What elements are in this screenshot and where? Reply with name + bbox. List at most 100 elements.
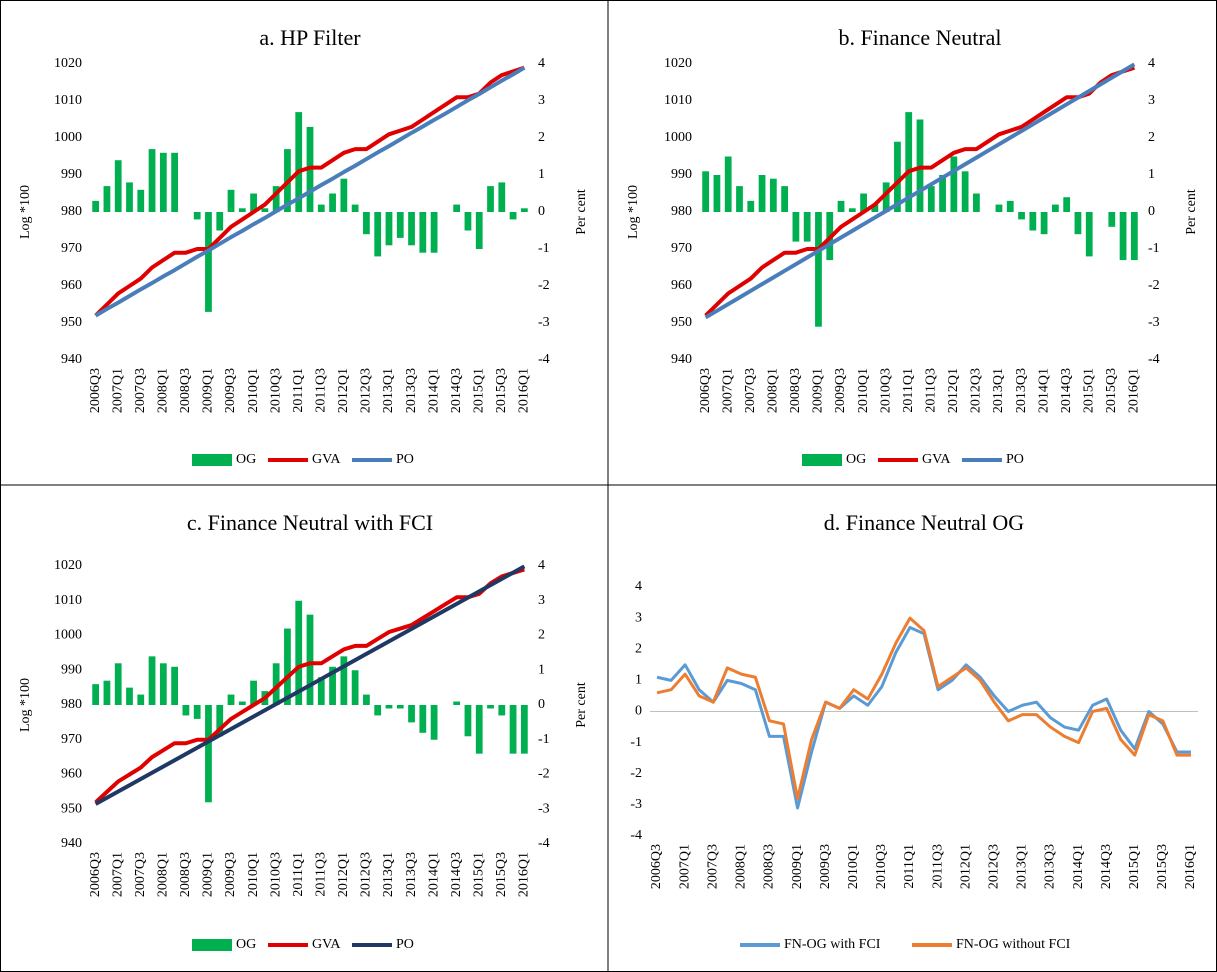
bar (453, 204, 461, 212)
x-tick-label: 2016Q1 (517, 368, 532, 413)
x-tick-label: 2013Q1 (991, 368, 1006, 413)
x-tick-label: 2011Q3 (930, 844, 945, 889)
bar (1085, 212, 1093, 257)
x-tick-label: 2011Q1 (291, 852, 306, 897)
bar (781, 186, 788, 212)
bar (295, 112, 303, 212)
x-tick-label: 2012Q1 (946, 368, 961, 413)
bar (848, 208, 856, 212)
bar (250, 193, 257, 212)
y-tick-label: 1020 (664, 56, 692, 71)
y-tick-label: 0 (635, 704, 642, 719)
bar (261, 208, 269, 212)
x-tick-label: 2015Q3 (1104, 368, 1119, 413)
bar (126, 182, 133, 212)
x-tick-label: 2014Q3 (449, 368, 464, 413)
x-tick-label: 2011Q3 (924, 368, 939, 413)
bar (815, 212, 822, 327)
bar (216, 705, 224, 737)
y2-tick-label: 0 (538, 204, 545, 219)
bar (374, 705, 382, 716)
x-tick-label: 2009Q3 (818, 844, 833, 889)
y-tick-label: -2 (630, 766, 642, 781)
panel: c. Finance Neutral with FCI 940 950 960 970 9… (18, 510, 589, 952)
x-tick-label: 2010Q1 (246, 852, 261, 897)
x-tick-label: 2015Q1 (1081, 368, 1096, 413)
y-axis-label: Log *100 (18, 185, 33, 239)
y-tick-label: 4 (635, 579, 642, 594)
bar (238, 701, 246, 705)
y-tick-label: 980 (671, 204, 692, 219)
line (94, 567, 525, 804)
y-tick-label: 940 (671, 352, 692, 367)
x-tick-label: 2011Q3 (314, 852, 329, 897)
y-tick-label: 1010 (54, 93, 82, 108)
y-tick-label: 970 (61, 241, 82, 256)
bar (159, 152, 167, 212)
y2-tick-label: 0 (1148, 204, 1155, 219)
bar (103, 186, 111, 212)
legend-label: FN-OG with FCI (784, 937, 881, 952)
y2-tick-label: -4 (538, 836, 550, 851)
y-tick-label: 1010 (664, 93, 692, 108)
y-tick-label: 960 (671, 278, 692, 293)
x-tick-label: 2006Q3 (88, 368, 103, 413)
y2-tick-label: 2 (538, 628, 545, 643)
bar (973, 193, 980, 212)
legend-label: OG (846, 452, 866, 467)
y-tick-label: 990 (61, 662, 82, 677)
x-tick-label: 2014Q1 (426, 368, 441, 413)
y-tick-label: -3 (630, 797, 642, 812)
bar (509, 705, 517, 754)
bar (419, 212, 427, 253)
bar (216, 212, 224, 231)
bar (487, 186, 494, 212)
x-tick-label: 2008Q1 (734, 844, 749, 889)
y-tick-label: 960 (61, 278, 82, 293)
x-tick-label: 2009Q3 (223, 852, 238, 897)
y2-tick-label: 3 (538, 93, 545, 108)
bar (227, 189, 235, 212)
y-tick-label: 980 (61, 204, 82, 219)
y-tick-label: 990 (61, 167, 82, 182)
bar (317, 677, 325, 705)
y-tick-label: 960 (61, 767, 82, 782)
y2-tick-label: 2 (1148, 130, 1155, 145)
y2-tick-label: -2 (538, 278, 550, 293)
bar (171, 666, 178, 705)
y2-tick-label: 1 (538, 662, 545, 677)
y-tick-label: 940 (61, 836, 82, 851)
bar (1052, 204, 1059, 212)
chart-title: a. HP Filter (259, 25, 361, 50)
bar (385, 212, 393, 246)
bar (769, 178, 777, 212)
bar (385, 705, 393, 709)
y-axis-label: Log *100 (18, 678, 33, 732)
legend-label: PO (396, 452, 414, 467)
y2-axis-label: Per cent (574, 682, 589, 728)
x-tick-label: 2014Q1 (426, 852, 441, 897)
bar (430, 705, 438, 740)
x-tick-label: 2012Q1 (958, 844, 973, 889)
bar (193, 705, 201, 719)
bar (205, 212, 212, 312)
bar (860, 193, 867, 212)
y-tick-label: 950 (671, 315, 692, 330)
legend-label: GVA (312, 937, 341, 952)
bar (250, 680, 257, 705)
bar (317, 204, 325, 212)
bar (284, 628, 291, 705)
x-tick-label: 2012Q3 (359, 852, 374, 897)
bar (792, 212, 800, 242)
x-tick-label: 2009Q1 (790, 844, 805, 889)
panel: b. Finance Neutral 940 950 960 970 980 990 1000… (626, 25, 1199, 467)
y2-tick-label: 4 (1148, 56, 1155, 71)
x-tick-label: 2009Q1 (201, 852, 216, 897)
bar (961, 171, 969, 212)
bar (193, 212, 201, 220)
bar (1018, 212, 1025, 220)
bar (498, 182, 506, 212)
bar (520, 208, 528, 212)
